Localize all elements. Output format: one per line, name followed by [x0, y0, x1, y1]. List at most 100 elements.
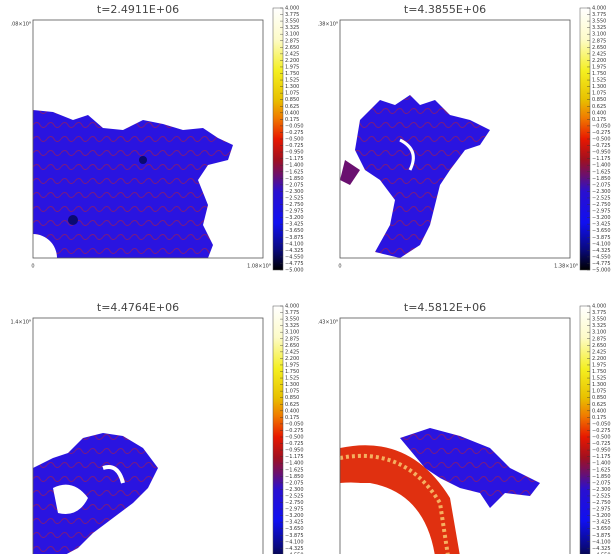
colorbar-label: 0.175 [285, 117, 299, 123]
colorbar-label: −0.275 [592, 130, 611, 136]
colorbar-label: −2.300 [285, 487, 304, 493]
colorbar-label: −3.650 [285, 228, 304, 234]
colorbar-label: −2.750 [592, 500, 611, 506]
colorbar-label: −0.050 [285, 421, 304, 427]
colorbar-label: 2.200 [285, 356, 299, 362]
colorbar-label: −1.850 [285, 474, 304, 480]
colorbar-label: 2.875 [592, 38, 606, 44]
y-tick-label: .08×10⁹ [10, 22, 31, 28]
colorbar-label: 0.625 [592, 402, 606, 408]
colorbar-label: −0.950 [285, 448, 304, 454]
colorbar-label: −3.875 [285, 235, 304, 241]
colorbar-label: −4.550 [592, 552, 611, 554]
colorbar-label: −2.525 [592, 195, 611, 201]
colorbar-label: −4.325 [285, 546, 304, 552]
colorbar-label: 3.325 [592, 25, 606, 31]
colorbar-label: −2.075 [285, 182, 304, 188]
panel-title: t=2.4911E+06 [97, 3, 179, 16]
colorbar-label: −3.200 [285, 215, 304, 221]
colorbar-label: −0.725 [285, 143, 304, 149]
colorbar-label: −0.050 [592, 123, 611, 129]
colorbar-label: −0.500 [285, 137, 304, 143]
field-image [9, 110, 233, 282]
colorbar-label: −2.975 [285, 507, 304, 513]
colorbar-label: 0.400 [592, 110, 606, 116]
colorbar-label: 3.775 [592, 12, 606, 18]
colorbar-label: −2.075 [285, 480, 304, 486]
colorbar-label: −1.400 [285, 461, 304, 467]
field-image [339, 428, 540, 554]
colorbar-label: −0.725 [285, 441, 304, 447]
colorbar-label: −1.625 [285, 169, 304, 175]
colorbar-label: 2.650 [592, 45, 606, 51]
colorbar-label: −0.950 [592, 150, 611, 156]
plot-frame [32, 19, 264, 259]
colorbar-label: 2.200 [285, 58, 299, 64]
colorbar-label: 3.100 [592, 32, 606, 38]
colorbar-label: 1.525 [285, 78, 299, 84]
colorbar-label: −4.550 [285, 254, 304, 260]
colorbar-label: 1.300 [592, 382, 606, 388]
colorbar-label: 0.625 [285, 104, 299, 110]
colorbar-label: 1.525 [592, 376, 606, 382]
colorbar-label: −1.400 [592, 163, 611, 169]
colorbar-label: −2.975 [592, 209, 611, 215]
plot-frame [339, 317, 571, 554]
colorbar-label: 4.000 [285, 304, 299, 310]
colorbar-label: 1.975 [285, 362, 299, 368]
colorbar-label: −4.325 [592, 248, 611, 254]
colorbar-label: 0.175 [592, 415, 606, 421]
colorbar-label: −3.875 [592, 533, 611, 539]
colorbar-label: 2.200 [592, 58, 606, 64]
panel-title: t=4.3855E+06 [404, 3, 486, 16]
colorbar-label: −1.850 [592, 474, 611, 480]
colorbar-label: 1.750 [592, 369, 606, 375]
colorbar-label: 3.775 [285, 310, 299, 316]
colorbar-label: 1.975 [592, 64, 606, 70]
colorbar-label: 3.550 [592, 317, 606, 323]
colorbar-label: −0.725 [592, 441, 611, 447]
colorbar-label: 2.200 [592, 356, 606, 362]
colorbar-label: −3.200 [592, 215, 611, 221]
colorbar-label: −5.000 [285, 268, 304, 274]
colorbar-label: −0.950 [285, 150, 304, 156]
colorbar-label: −1.625 [592, 169, 611, 175]
colorbar-label: −1.400 [285, 163, 304, 169]
colorbar-label: 2.875 [285, 336, 299, 342]
colorbar-label: −2.750 [285, 202, 304, 208]
colorbar-label: 3.550 [592, 19, 606, 25]
colorbar-label: 3.775 [592, 310, 606, 316]
colorbar-label: 2.875 [285, 38, 299, 44]
colorbar-label: −0.275 [592, 428, 611, 434]
colorbar-label: −2.300 [285, 189, 304, 195]
colorbar-label: 0.625 [285, 402, 299, 408]
colorbar-label: 1.750 [285, 71, 299, 77]
colorbar-label: −0.500 [592, 435, 611, 441]
colorbar-label: −1.400 [592, 461, 611, 467]
colorbar-label: 3.325 [285, 323, 299, 329]
colorbar-label: 1.075 [285, 91, 299, 97]
plot-frame [32, 317, 264, 554]
x-tick-label: 0 [31, 264, 34, 270]
colorbar-label: −0.050 [285, 123, 304, 129]
colorbar-label: −3.650 [592, 526, 611, 532]
colorbar-label: −0.275 [285, 428, 304, 434]
colorbar-label: 2.425 [285, 51, 299, 57]
colorbar-label: −2.975 [592, 507, 611, 513]
x-tick-label: 1.38×10⁹ [554, 264, 578, 270]
colorbar-label: −4.775 [285, 261, 304, 267]
colorbar-label: 3.100 [592, 330, 606, 336]
colorbar-label: 2.875 [592, 336, 606, 342]
colorbar-label: −1.175 [592, 454, 611, 460]
panel-title: t=4.4764E+06 [97, 301, 179, 314]
colorbar-label: −4.100 [285, 539, 304, 545]
colorbar-label: 2.425 [285, 349, 299, 355]
colorbar-label: −4.325 [285, 248, 304, 254]
colorbar-label: 4.000 [592, 6, 606, 12]
colorbar-label: 1.075 [592, 389, 606, 395]
x-tick-label: 1.08×10⁹ [247, 264, 271, 270]
colorbar-label: −3.650 [285, 526, 304, 532]
plot-frame [339, 19, 571, 259]
colorbar-label: 1.075 [285, 389, 299, 395]
y-tick-label: .43×10⁹ [317, 320, 338, 326]
